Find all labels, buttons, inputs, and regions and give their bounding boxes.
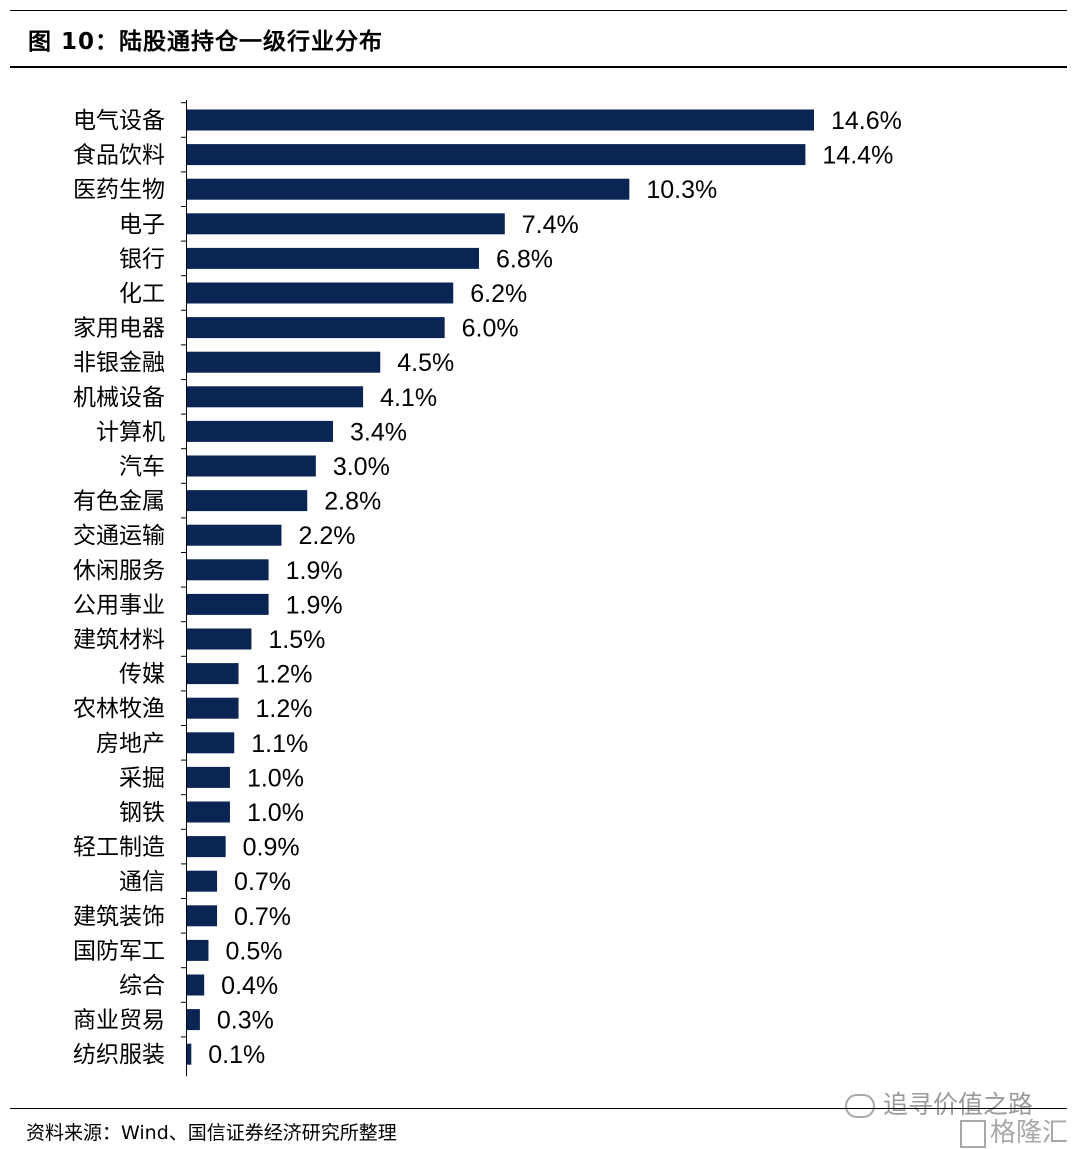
bar bbox=[187, 317, 445, 339]
bar bbox=[187, 974, 205, 996]
bar bbox=[187, 663, 239, 685]
value-label: 6.8% bbox=[496, 245, 553, 273]
bar bbox=[187, 178, 630, 200]
top-rule bbox=[10, 10, 1067, 11]
category-label: 综合 bbox=[119, 973, 165, 999]
category-label: 化工 bbox=[119, 281, 165, 307]
wechat-icon bbox=[845, 1094, 875, 1118]
bar bbox=[187, 870, 218, 892]
value-label: 1.1% bbox=[251, 730, 308, 758]
watermark-brand: 格隆汇 bbox=[990, 1118, 1069, 1148]
bar bbox=[187, 351, 381, 373]
value-label: 0.1% bbox=[208, 1041, 265, 1069]
title-rule bbox=[10, 66, 1067, 68]
category-label: 建筑装饰 bbox=[73, 904, 165, 930]
bar-chart: 电气设备 14.6% 食品饮料 14.4% 医药生物 10.3% 电子 7.4% 银行 6.8% 化… bbox=[73, 100, 902, 1077]
bar bbox=[187, 109, 814, 131]
category-label: 采掘 bbox=[119, 765, 165, 791]
value-label: 1.2% bbox=[256, 695, 313, 723]
category-label: 通信 bbox=[119, 869, 165, 895]
category-label: 医药生物 bbox=[73, 177, 165, 203]
watermark-wechat: 追寻价值之路 bbox=[845, 1085, 1033, 1121]
category-label: 休闲服务 bbox=[73, 558, 165, 584]
value-label: 0.3% bbox=[217, 1007, 274, 1035]
category-label: 公用事业 bbox=[73, 592, 165, 618]
bar bbox=[187, 559, 269, 581]
category-label: 农林牧渔 bbox=[73, 696, 165, 722]
bar bbox=[187, 490, 308, 512]
gelonghui-logo-icon bbox=[960, 1119, 986, 1148]
value-label: 1.5% bbox=[268, 626, 325, 654]
category-label: 食品饮料 bbox=[73, 143, 165, 169]
value-label: 7.4% bbox=[522, 211, 579, 239]
value-label: 1.9% bbox=[286, 557, 343, 585]
value-label: 3.4% bbox=[350, 418, 407, 446]
value-label: 2.8% bbox=[324, 488, 381, 516]
category-label: 计算机 bbox=[96, 419, 165, 445]
bar bbox=[187, 766, 230, 788]
value-label: 0.4% bbox=[221, 972, 278, 1000]
bar bbox=[187, 836, 226, 858]
bar bbox=[187, 282, 454, 304]
value-label: 6.2% bbox=[470, 280, 527, 308]
value-label: 4.1% bbox=[380, 384, 437, 412]
source-note: 资料来源：Wind、国信证券经济研究所整理 bbox=[26, 1122, 397, 1144]
figure-title: 图 10：陆股通持仓一级行业分布 bbox=[28, 29, 384, 55]
value-label: 1.2% bbox=[256, 661, 313, 689]
watermark-text: 追寻价值之路 bbox=[883, 1090, 1034, 1119]
bar bbox=[187, 386, 364, 408]
bar bbox=[187, 455, 316, 477]
bar bbox=[187, 144, 806, 166]
value-label: 0.7% bbox=[234, 903, 291, 931]
value-label: 6.0% bbox=[462, 315, 519, 343]
value-label: 3.0% bbox=[333, 453, 390, 481]
bar bbox=[187, 905, 218, 927]
category-label: 电子 bbox=[119, 212, 165, 238]
category-label: 机械设备 bbox=[73, 385, 165, 411]
bar bbox=[187, 1043, 192, 1065]
category-label: 国防军工 bbox=[73, 938, 165, 964]
bar bbox=[187, 939, 209, 961]
value-label: 14.4% bbox=[822, 142, 893, 170]
category-label: 有色金属 bbox=[73, 489, 165, 515]
bar bbox=[187, 524, 282, 546]
category-label: 商业贸易 bbox=[73, 1008, 165, 1034]
category-label: 建筑材料 bbox=[73, 627, 165, 653]
bar bbox=[187, 1009, 200, 1031]
bar bbox=[187, 732, 235, 754]
category-label: 非银金融 bbox=[73, 350, 165, 376]
category-label: 交通运输 bbox=[73, 523, 165, 549]
bar bbox=[187, 593, 269, 615]
category-label: 家用电器 bbox=[73, 316, 165, 342]
value-label: 1.0% bbox=[247, 799, 304, 827]
bar bbox=[187, 213, 505, 235]
value-label: 14.6% bbox=[831, 107, 902, 135]
watermark-gelonghui: 格隆汇 bbox=[960, 1112, 1068, 1149]
value-label: 0.7% bbox=[234, 868, 291, 896]
value-label: 0.5% bbox=[225, 937, 282, 965]
bar bbox=[187, 628, 252, 650]
category-label: 纺织服装 bbox=[73, 1042, 165, 1068]
category-label: 轻工制造 bbox=[73, 835, 165, 861]
bar bbox=[187, 801, 230, 823]
bar bbox=[187, 247, 480, 269]
bar bbox=[187, 420, 334, 442]
category-label: 汽车 bbox=[119, 454, 165, 480]
value-label: 4.5% bbox=[397, 349, 454, 377]
value-label: 1.9% bbox=[286, 591, 343, 619]
bar bbox=[187, 697, 239, 719]
category-label: 电气设备 bbox=[73, 108, 165, 134]
category-label: 银行 bbox=[119, 246, 165, 272]
value-label: 2.2% bbox=[298, 522, 355, 550]
category-label: 传媒 bbox=[119, 662, 165, 688]
value-label: 10.3% bbox=[646, 176, 717, 204]
value-label: 0.9% bbox=[243, 834, 300, 862]
category-label: 钢铁 bbox=[119, 800, 165, 826]
bottom-rule bbox=[10, 1108, 1067, 1109]
value-label: 1.0% bbox=[247, 764, 304, 792]
category-label: 房地产 bbox=[96, 731, 165, 757]
